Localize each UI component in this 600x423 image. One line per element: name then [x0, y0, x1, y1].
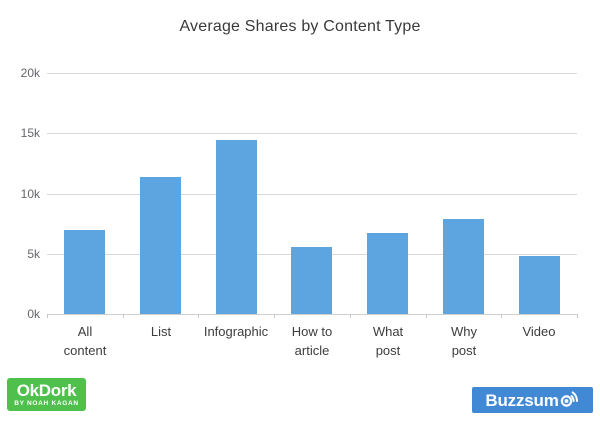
x-axis-tick: [47, 314, 48, 318]
x-axis-tick: [426, 314, 427, 318]
x-axis-tick: [350, 314, 351, 318]
y-tick-label: 10k: [20, 187, 40, 201]
x-axis-tick: [274, 314, 275, 318]
x-tick-label: What post: [372, 324, 404, 358]
x-axis-tick: [577, 314, 578, 318]
x-tick-label: Video: [522, 324, 556, 339]
gridline: [47, 73, 577, 74]
bar-list: [140, 177, 181, 314]
bar-infographic: [216, 140, 257, 314]
gridline: [47, 194, 577, 195]
bar-video: [519, 256, 560, 314]
okdork-logo-subtext: BY NOAH KAGAN: [14, 399, 79, 407]
y-tick-label: 5k: [27, 247, 40, 261]
x-axis-tick: [198, 314, 199, 318]
broadcast-o-icon: [559, 391, 580, 409]
buzzsumo-logo: Buzzsum: [472, 387, 593, 413]
gridline: [47, 133, 577, 134]
bar-what-post: [367, 233, 408, 314]
plot-area: [47, 73, 578, 318]
chart-title: Average Shares by Content Type: [179, 18, 421, 35]
bar-why-post: [443, 219, 484, 314]
x-tick-label: Why post: [451, 324, 477, 358]
bar-all-content: [64, 230, 105, 314]
okdork-logo-text: OkDork: [16, 380, 77, 400]
bar-how-to-article: [291, 247, 332, 314]
x-axis-tick: [123, 314, 124, 318]
x-axis-tick: [501, 314, 502, 318]
x-tick-label: Infographic: [203, 324, 269, 339]
x-tick-label: List: [150, 324, 172, 339]
y-tick-label: 20k: [20, 66, 40, 80]
y-tick-label: 0k: [27, 307, 40, 321]
x-tick-label: All content: [63, 324, 107, 358]
gridline: [47, 314, 577, 315]
y-tick-label: 15k: [20, 126, 40, 140]
buzzsumo-logo-text: Buzzsum: [485, 390, 559, 410]
okdork-logo: OkDork BY NOAH KAGAN: [7, 378, 86, 411]
x-tick-label: How to article: [291, 324, 333, 358]
x-axis-labels: All content List Infographic How to article Wh…: [47, 322, 577, 366]
